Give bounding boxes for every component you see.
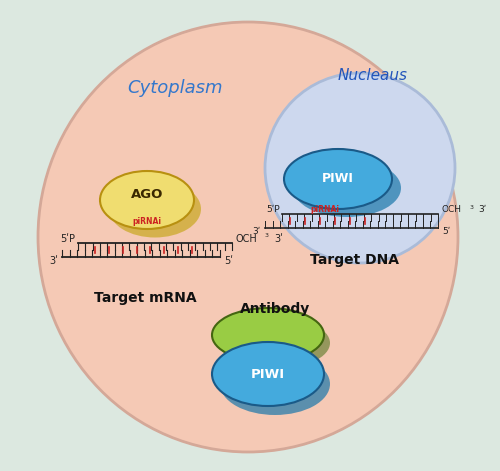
Text: 3: 3 xyxy=(265,233,269,238)
Ellipse shape xyxy=(284,149,392,209)
Text: 5ʹP: 5ʹP xyxy=(266,205,280,214)
Text: Target DNA: Target DNA xyxy=(310,253,400,267)
Ellipse shape xyxy=(212,342,324,406)
Text: PIWI: PIWI xyxy=(251,367,285,381)
Text: 3ʹ: 3ʹ xyxy=(274,234,283,244)
Ellipse shape xyxy=(220,353,330,415)
Text: Nucleaus: Nucleaus xyxy=(338,67,408,82)
Text: 5ʹ: 5ʹ xyxy=(442,227,450,236)
Text: AGO: AGO xyxy=(131,188,163,202)
Text: Antibody: Antibody xyxy=(240,302,310,316)
Ellipse shape xyxy=(212,308,324,362)
Text: piRNAi: piRNAi xyxy=(310,204,340,213)
Text: OCH: OCH xyxy=(442,205,462,214)
Ellipse shape xyxy=(109,180,201,237)
Text: 3ʹ: 3ʹ xyxy=(478,205,486,214)
Text: 5ʹP: 5ʹP xyxy=(60,234,75,244)
Text: Target mRNA: Target mRNA xyxy=(94,291,196,305)
Text: OCH: OCH xyxy=(236,234,258,244)
Text: 3ʹ: 3ʹ xyxy=(49,256,58,266)
Text: piRNAi: piRNAi xyxy=(132,217,162,226)
Text: 3ʹ: 3ʹ xyxy=(253,227,261,236)
Ellipse shape xyxy=(100,171,194,229)
Text: 3: 3 xyxy=(470,205,474,210)
Text: 5ʹ: 5ʹ xyxy=(224,256,233,266)
Text: PIWI: PIWI xyxy=(322,172,354,186)
Text: Cytoplasm: Cytoplasm xyxy=(127,79,223,97)
Ellipse shape xyxy=(220,317,330,369)
Ellipse shape xyxy=(293,159,401,217)
Ellipse shape xyxy=(38,22,458,452)
Ellipse shape xyxy=(265,73,455,263)
